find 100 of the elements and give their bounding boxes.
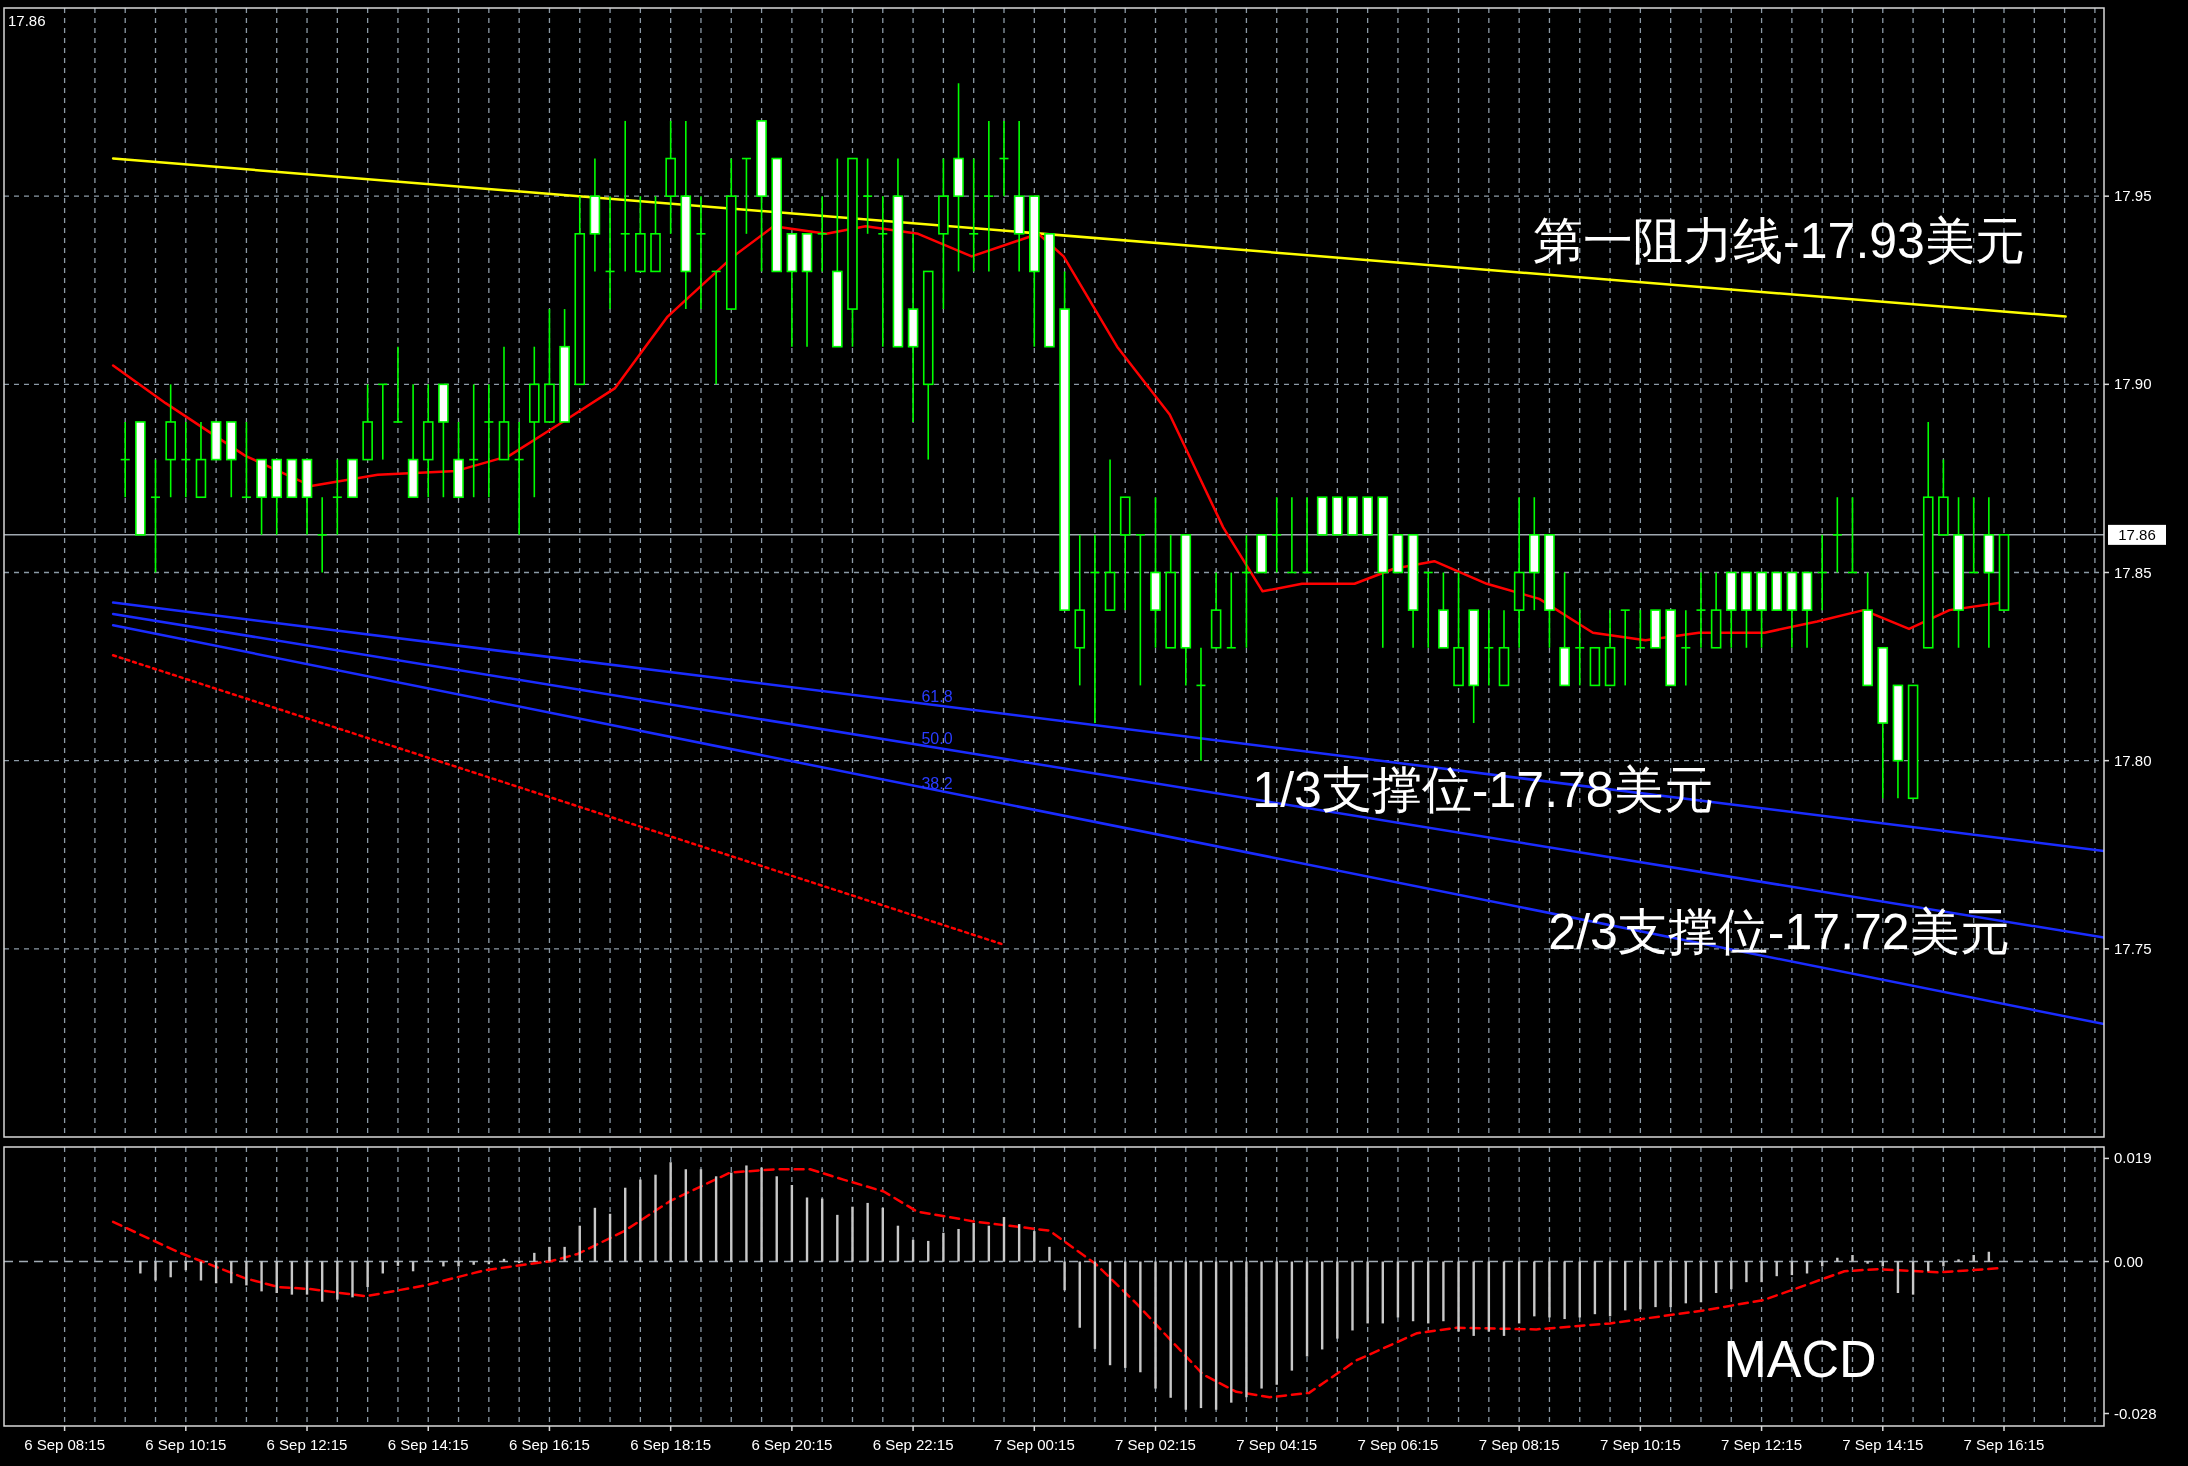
candlestick [695, 195, 707, 310]
bar [1048, 1246, 1051, 1262]
x-tick-label: 6 Sep 14:15 [387, 1436, 469, 1453]
candlestick [1483, 609, 1495, 687]
candlestick [241, 421, 252, 499]
y-tick-label: 0.019 [2114, 1149, 2152, 1167]
bar [1851, 1255, 1854, 1262]
bar [1957, 1259, 1960, 1262]
candlestick [1695, 571, 1707, 649]
candlestick [877, 195, 889, 348]
bar [1033, 1231, 1036, 1262]
x-tick-label: 6 Sep 10:15 [145, 1436, 227, 1453]
bar [533, 1252, 536, 1262]
bar [1457, 1261, 1460, 1332]
bar [1942, 1261, 1945, 1267]
bar [760, 1167, 763, 1262]
candlestick [619, 120, 631, 273]
annotation: 17.86 [8, 12, 46, 29]
bar [1442, 1261, 1445, 1322]
ref-line-label: 17.86 [2118, 525, 2156, 543]
bar [866, 1202, 869, 1262]
bar [366, 1261, 369, 1288]
candlestick [862, 157, 873, 235]
annotation: 第一阻力线-17.93美元 [1533, 213, 2025, 269]
bar [1351, 1261, 1354, 1331]
bar [836, 1214, 839, 1262]
bar [1563, 1261, 1566, 1320]
bar [563, 1246, 566, 1262]
bar [1260, 1261, 1263, 1389]
bar [1063, 1261, 1066, 1291]
y-tick-label: 17.80 [2114, 751, 2152, 769]
bar [1472, 1261, 1475, 1336]
y-tick-label: 17.90 [2114, 375, 2152, 393]
bar [1245, 1261, 1248, 1398]
bar [1972, 1255, 1975, 1262]
candlestick [1680, 609, 1692, 687]
y-tick-label: 17.95 [2114, 187, 2152, 205]
bar [1639, 1261, 1642, 1310]
x-tick-label: 7 Sep 14:15 [1842, 1436, 1924, 1453]
candlestick [1635, 609, 1646, 649]
annotation: 61.8 [921, 688, 953, 705]
bar [745, 1165, 748, 1262]
y-tick-label: -0.028 [2114, 1404, 2157, 1422]
bar [351, 1261, 354, 1298]
candlestick [1574, 609, 1586, 687]
x-tick-label: 7 Sep 12:15 [1721, 1436, 1803, 1453]
candlestick [816, 195, 828, 273]
candlestick [1832, 496, 1843, 574]
x-tick-label: 6 Sep 08:15 [24, 1436, 106, 1453]
annotation: 50.0 [921, 730, 953, 747]
candlestick [1619, 609, 1631, 687]
bar [1366, 1261, 1369, 1324]
bar [457, 1261, 460, 1267]
bar [669, 1162, 672, 1262]
candlestick [332, 458, 343, 536]
bar [154, 1261, 157, 1281]
y-tick-label: 17.75 [2114, 939, 2152, 957]
candlestick [1271, 496, 1283, 574]
bar [260, 1261, 263, 1292]
bar [1139, 1261, 1142, 1373]
y-tick-label: 17.85 [2114, 563, 2152, 581]
x-tick-label: 7 Sep 04:15 [1236, 1436, 1318, 1453]
x-tick-label: 6 Sep 22:15 [872, 1436, 954, 1453]
x-tick-label: 7 Sep 08:15 [1478, 1436, 1560, 1453]
bar [942, 1232, 945, 1262]
bar [1669, 1261, 1672, 1308]
annotation: MACD [1723, 1330, 1877, 1388]
bar [1336, 1261, 1339, 1339]
bar [169, 1261, 172, 1278]
annotation: 38.2 [921, 775, 953, 792]
bar [139, 1261, 142, 1274]
x-tick-label: 6 Sep 16:15 [509, 1436, 590, 1453]
candlestick [483, 383, 495, 499]
bar [1533, 1261, 1536, 1317]
candlestick [983, 120, 995, 273]
x-tick-label: 6 Sep 12:15 [266, 1436, 348, 1453]
x-tick-label: 6 Sep 20:15 [751, 1436, 833, 1453]
x-tick-label: 6 Sep 18:15 [630, 1436, 712, 1453]
bar [1154, 1261, 1157, 1389]
x-tick-label: 7 Sep 16:15 [1963, 1436, 2045, 1453]
y-tick-label: 0.00 [2114, 1252, 2144, 1270]
bar [639, 1179, 642, 1262]
candlestick [1225, 571, 1237, 649]
bar [1548, 1261, 1551, 1318]
bar [442, 1261, 445, 1267]
bar [972, 1222, 975, 1262]
bar [1169, 1261, 1172, 1398]
bar [1760, 1261, 1763, 1283]
bar [1745, 1261, 1748, 1283]
candlestick [150, 458, 161, 574]
x-tick-label: 7 Sep 06:15 [1357, 1436, 1439, 1453]
candlestick [316, 496, 328, 574]
bar [472, 1261, 475, 1265]
bar [336, 1261, 339, 1300]
candlestick [968, 157, 979, 273]
candlestick [1135, 534, 1146, 687]
x-tick-label: 7 Sep 02:15 [1115, 1436, 1196, 1453]
bar [851, 1206, 854, 1262]
x-tick-label: 7 Sep 10:15 [1599, 1436, 1681, 1453]
bar [1654, 1261, 1657, 1308]
